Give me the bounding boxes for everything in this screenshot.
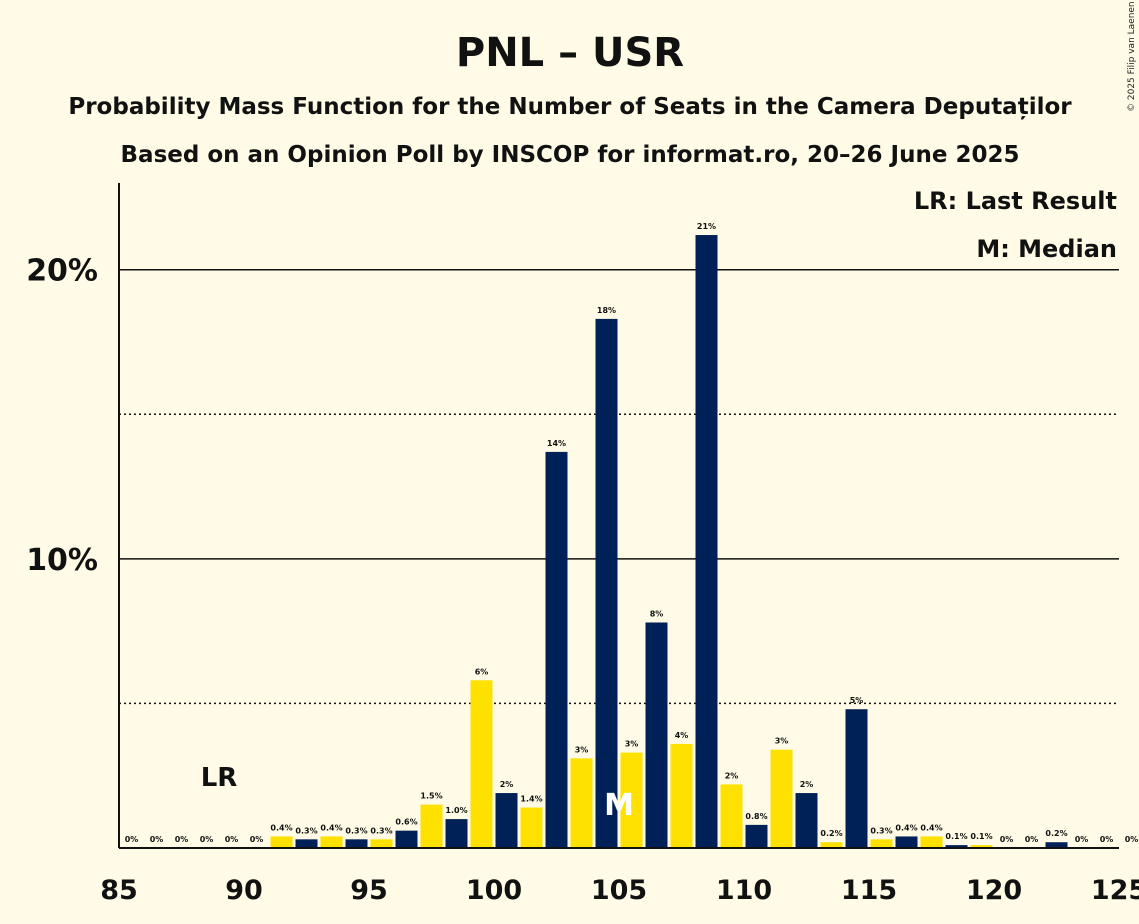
bar-label-119: 0.1% — [945, 832, 967, 841]
bar-103 — [545, 451, 568, 848]
bar-label-96: 0.3% — [370, 826, 392, 835]
bar-label-117: 0.4% — [895, 823, 917, 832]
legend-median: M: Median — [976, 235, 1117, 263]
bar-94 — [320, 836, 343, 848]
x-tick-label-105: 105 — [591, 875, 647, 906]
bar-label-125: 0% — [1100, 835, 1114, 844]
bar-label-121: 0% — [1000, 835, 1014, 844]
bar-label-112: 3% — [775, 737, 789, 746]
chart-subtitle-poll: Based on an Opinion Poll by INSCOP for i… — [121, 142, 1020, 168]
bar-118 — [920, 836, 943, 848]
bar-label-115: 5% — [850, 696, 864, 705]
bar-label-90: 0% — [225, 835, 239, 844]
bar-label-111: 0.8% — [745, 812, 767, 821]
bar-label-89: 0% — [200, 835, 214, 844]
bar-123 — [1045, 842, 1068, 848]
bar-label-99: 1.0% — [445, 806, 467, 815]
grid-layer — [119, 268, 1119, 705]
bar-label-106: 3% — [625, 740, 639, 749]
y-tick-label: 20% — [26, 254, 98, 289]
bar-label-120: 0.1% — [970, 832, 992, 841]
bar-label-113: 2% — [800, 780, 814, 789]
bar-label-114: 0.2% — [820, 829, 842, 838]
bar-label-110: 2% — [725, 771, 739, 780]
bar-102 — [520, 807, 543, 848]
bar-label-105: 18% — [597, 306, 616, 315]
bar-label-92: 0.4% — [270, 823, 292, 832]
bar-114 — [820, 842, 843, 848]
bar-95 — [345, 839, 368, 848]
last-result-marker: LR — [201, 763, 238, 793]
bar-106 — [620, 752, 643, 848]
bar-label-122: 0% — [1025, 835, 1039, 844]
legend-last-result: LR: Last Result — [914, 187, 1117, 215]
bar-label-87: 0% — [150, 835, 164, 844]
bar-111 — [745, 824, 768, 848]
x-tick-label-90: 90 — [225, 875, 263, 906]
x-tick-label-85: 85 — [100, 875, 138, 906]
median-marker: M — [604, 788, 634, 823]
chart-subtitle: Probability Mass Function for the Number… — [68, 94, 1072, 120]
bar-label-108: 4% — [675, 731, 689, 740]
bar-label-104: 3% — [575, 745, 589, 754]
bar-label-124: 0% — [1075, 835, 1089, 844]
bar-99 — [445, 819, 468, 848]
x-tick-label-115: 115 — [841, 875, 897, 906]
x-tick-label-95: 95 — [350, 875, 388, 906]
bar-label-102: 1.4% — [520, 795, 542, 804]
bar-label-123: 0.2% — [1045, 829, 1067, 838]
bar-112 — [770, 749, 793, 848]
copyright-text: © 2025 Filip van Laenen — [1127, 1, 1137, 112]
bar-label-layer: 0% 0% 0% 0% 0% 0%0.4% 0.3% 0.4% 0.3% 0.3%0.6%1.5%… — [125, 222, 1139, 844]
bar-93 — [295, 839, 318, 848]
x-tick-label-125: 125 — [1091, 875, 1139, 906]
bar-label-116: 0.3% — [870, 826, 892, 835]
bar-100 — [470, 680, 493, 848]
bar-110 — [720, 784, 743, 848]
bar-label-86: 0% — [125, 835, 139, 844]
bar-115 — [845, 709, 868, 848]
bar-116 — [870, 839, 893, 848]
chart-title: PNL – USR — [456, 30, 684, 76]
bar-119 — [945, 845, 968, 848]
bar-101 — [495, 793, 518, 848]
x-tick-label-120: 120 — [966, 875, 1022, 906]
bar-117 — [895, 836, 918, 848]
y-tick-label: 10% — [26, 543, 98, 578]
bar-label-101: 2% — [500, 780, 514, 789]
bar-label-118: 0.4% — [920, 823, 942, 832]
bar-label-93: 0.3% — [295, 826, 317, 835]
bar-113 — [795, 793, 818, 848]
bar-label-98: 1.5% — [420, 792, 442, 801]
bar-105 — [595, 318, 618, 848]
bar-104 — [570, 758, 593, 848]
bar-107 — [645, 622, 668, 848]
x-tick-label-100: 100 — [466, 875, 522, 906]
bar-label-94: 0.4% — [320, 823, 342, 832]
bar-label-88: 0% — [175, 835, 189, 844]
bar-96 — [370, 839, 393, 848]
bar-label-107: 8% — [650, 609, 664, 618]
bar-label-97: 0.6% — [395, 818, 417, 827]
bar-108 — [670, 743, 693, 848]
x-tick-label-110: 110 — [716, 875, 772, 906]
bar-layer — [270, 235, 1068, 849]
bar-98 — [420, 804, 443, 848]
bar-109 — [695, 235, 718, 849]
bar-label-100: 6% — [475, 667, 489, 676]
bar-label-103: 14% — [547, 439, 566, 448]
bar-120 — [970, 845, 993, 848]
bar-label-126: 0% — [1125, 835, 1139, 844]
axis-layer: 10% 20% 85 90 95 100 105 110 115 120 125 — [26, 183, 1139, 906]
bar-label-91: 0% — [250, 835, 264, 844]
bar-label-109: 21% — [697, 222, 716, 231]
bar-97 — [395, 830, 418, 848]
bar-92 — [270, 836, 293, 848]
bar-label-95: 0.3% — [345, 826, 367, 835]
